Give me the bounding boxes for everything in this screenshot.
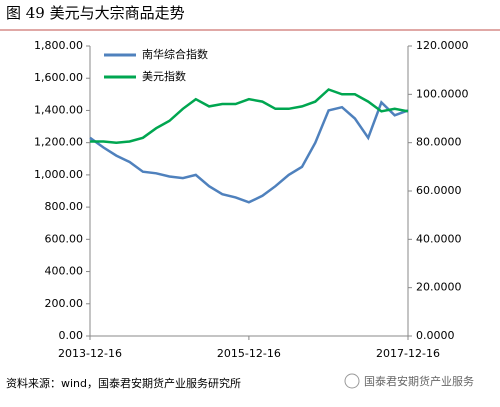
y2-tick-label: 80.0000: [416, 136, 462, 149]
y-tick-label: 200.00: [45, 297, 84, 310]
watermark-icon: [344, 373, 360, 389]
source-note: 资料来源：wind，国泰君安期货产业服务研究所: [6, 376, 241, 390]
y-tick-label: 1,400.00: [34, 103, 83, 116]
y-tick-label: 1,200.00: [34, 136, 83, 149]
y2-tick-label: 100.0000: [416, 87, 469, 100]
y2-tick-label: 120.0000: [416, 39, 469, 52]
x-tick-label: 2017-12-16: [376, 347, 440, 360]
y-tick-label: 1,000.00: [34, 168, 83, 181]
y-tick-label: 1,800.00: [34, 39, 83, 52]
x-tick-label: 2015-12-16: [217, 347, 281, 360]
y-tick-label: 0.00: [59, 329, 84, 342]
y-tick-label: 600.00: [45, 232, 84, 245]
y2-tick-label: 0.0000: [416, 329, 455, 342]
x-tick-label: 2013-12-16: [58, 347, 122, 360]
y-tick-label: 1,600.00: [34, 71, 83, 84]
y2-tick-label: 20.0000: [416, 281, 462, 294]
y-tick-label: 800.00: [45, 200, 84, 213]
legend-label: 美元指数: [142, 69, 186, 83]
watermark: 国泰君安期货产业服务: [364, 374, 474, 388]
legend-label: 南华综合指数: [142, 47, 208, 61]
y-tick-label: 400.00: [45, 265, 84, 278]
y2-tick-label: 40.0000: [416, 232, 462, 245]
series-line: [90, 88, 409, 144]
series-line: [89, 100, 409, 204]
y2-tick-label: 60.0000: [416, 184, 462, 197]
chart-title: 图 49 美元与大宗商品走势: [6, 4, 185, 22]
